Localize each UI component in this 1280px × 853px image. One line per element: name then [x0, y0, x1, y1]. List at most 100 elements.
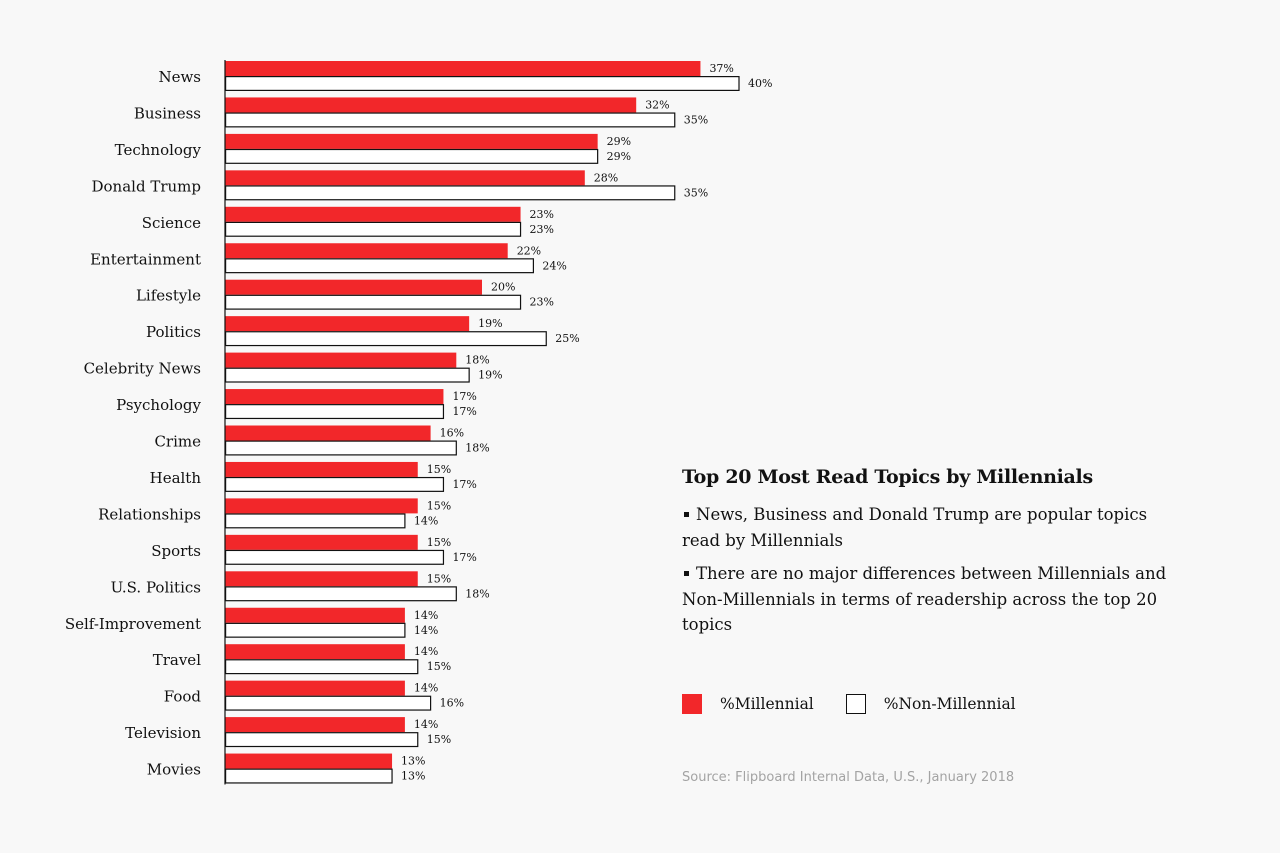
value-label-millennial-celebrity-news: 18% [465, 354, 489, 367]
bar-non-millennial-sports [225, 549, 445, 565]
value-label-millennial-business: 32% [645, 98, 669, 111]
legend-swatch-non-millennial [845, 694, 866, 714]
bar-non-millennial-television [225, 732, 419, 748]
legend-label-non-millennial: %Non-Millennial [883, 695, 1016, 713]
bar-millennial-travel [225, 644, 405, 660]
category-label-news: News [158, 68, 201, 86]
category-label-relationships: Relationships [98, 505, 201, 523]
bar-millennial-entertainment [225, 243, 508, 259]
bar-millennial-self-improvement [225, 607, 405, 623]
bar-millennial-crime [225, 425, 431, 441]
bar-non-millennial-u-s-politics [225, 586, 457, 602]
bar-non-millennial-psychology [225, 404, 445, 420]
value-label-non-millennial-psychology: 17% [452, 405, 476, 418]
category-label-sports: Sports [151, 542, 201, 560]
bar-non-millennial-food [225, 695, 432, 711]
bar-non-millennial-celebrity-news [225, 367, 470, 383]
bar-non-millennial-movies [225, 768, 393, 784]
value-label-millennial-lifestyle: 20% [491, 281, 515, 294]
value-label-non-millennial-health: 17% [452, 478, 476, 491]
value-label-non-millennial-movies: 13% [401, 770, 425, 783]
source-note: Source: Flipboard Internal Data, U.S., J… [682, 770, 1015, 785]
bar-non-millennial-science [225, 221, 522, 237]
chart-legend: %Millennial %Non-Millennial [682, 692, 1016, 716]
bar-non-millennial-donald-trump [225, 185, 676, 201]
bar-non-millennial-business [225, 112, 676, 128]
bar-millennial-relationships [225, 498, 418, 514]
value-label-millennial-relationships: 15% [427, 499, 451, 512]
category-label-politics: Politics [146, 323, 201, 341]
value-label-non-millennial-relationships: 14% [414, 514, 438, 527]
bar-non-millennial-news [225, 75, 740, 91]
value-label-non-millennial-science: 23% [530, 223, 554, 236]
value-label-millennial-sports: 15% [427, 536, 451, 549]
value-label-non-millennial-self-improvement: 14% [414, 624, 438, 637]
value-label-non-millennial-travel: 15% [427, 660, 451, 673]
bar-millennial-health [225, 461, 418, 477]
value-label-non-millennial-entertainment: 24% [542, 259, 566, 272]
category-label-donald-trump: Donald Trump [92, 177, 202, 195]
bar-non-millennial-technology [225, 148, 599, 164]
category-label-travel: Travel [153, 651, 201, 669]
value-label-millennial-psychology: 17% [452, 390, 476, 403]
bar-non-millennial-relationships [225, 513, 406, 529]
value-label-millennial-movies: 13% [401, 755, 425, 768]
bar-non-millennial-health [225, 476, 445, 492]
category-label-crime: Crime [154, 433, 201, 451]
value-label-non-millennial-u-s-politics: 18% [465, 587, 489, 600]
value-label-millennial-donald-trump: 28% [594, 171, 618, 184]
value-label-millennial-science: 23% [530, 208, 554, 221]
bar-millennial-science [225, 206, 521, 222]
category-label-food: Food [164, 688, 202, 706]
value-label-non-millennial-technology: 29% [607, 150, 631, 163]
category-label-celebrity-news: Celebrity News [84, 360, 201, 378]
bar-millennial-donald-trump [225, 170, 585, 186]
chart-title: Top 20 Most Read Topics by Millennials [682, 466, 1093, 488]
value-label-non-millennial-politics: 25% [555, 332, 579, 345]
bar-millennial-celebrity-news [225, 352, 457, 368]
bar-millennial-technology [225, 133, 598, 149]
bar-millennial-lifestyle [225, 279, 482, 295]
value-label-non-millennial-lifestyle: 23% [530, 296, 554, 309]
value-label-non-millennial-donald-trump: 35% [684, 186, 708, 199]
bar-millennial-business [225, 97, 637, 113]
bar-millennial-television [225, 717, 405, 733]
summary-bullet-1-text: News, Business and Donald Trump are popu… [682, 505, 1148, 550]
value-label-millennial-self-improvement: 14% [414, 609, 438, 622]
category-label-psychology: Psychology [116, 396, 201, 414]
category-label-health: Health [150, 469, 202, 487]
category-label-entertainment: Entertainment [90, 250, 201, 268]
category-label-movies: Movies [147, 761, 201, 779]
category-label-u-s-politics: U.S. Politics [111, 578, 201, 596]
legend-swatch-millennial [682, 694, 702, 714]
bar-millennial-food [225, 680, 405, 696]
value-label-millennial-politics: 19% [478, 317, 502, 330]
value-label-non-millennial-business: 35% [684, 113, 708, 126]
summary-bullet-2: There are no major differences between M… [682, 561, 1182, 638]
value-label-millennial-television: 14% [414, 718, 438, 731]
bar-millennial-sports [225, 534, 418, 550]
category-label-business: Business [134, 104, 201, 122]
bar-non-millennial-entertainment [225, 258, 534, 274]
summary-bullet-2-text: There are no major differences between M… [682, 564, 1167, 634]
legend-item-millennial: %Millennial [682, 694, 814, 714]
summary-panel: Top 20 Most Read Topics by Millennials N… [682, 466, 1182, 646]
legend-label-millennial: %Millennial [720, 695, 814, 713]
value-label-millennial-health: 15% [427, 463, 451, 476]
bar-non-millennial-politics [225, 331, 547, 347]
bar-millennial-movies [225, 753, 393, 769]
bar-non-millennial-crime [225, 440, 457, 456]
value-label-millennial-u-s-politics: 15% [427, 572, 451, 585]
value-label-non-millennial-sports: 17% [452, 551, 476, 564]
value-label-millennial-food: 14% [414, 682, 438, 695]
bar-millennial-news [225, 61, 701, 76]
bar-non-millennial-travel [225, 659, 419, 675]
legend-item-non-millennial: %Non-Millennial [845, 694, 1016, 714]
value-label-millennial-news: 37% [709, 62, 733, 75]
bar-non-millennial-self-improvement [225, 622, 406, 638]
value-label-millennial-crime: 16% [440, 427, 464, 440]
value-label-non-millennial-news: 40% [748, 77, 772, 90]
bar-millennial-psychology [225, 389, 444, 405]
bar-millennial-politics [225, 316, 470, 332]
